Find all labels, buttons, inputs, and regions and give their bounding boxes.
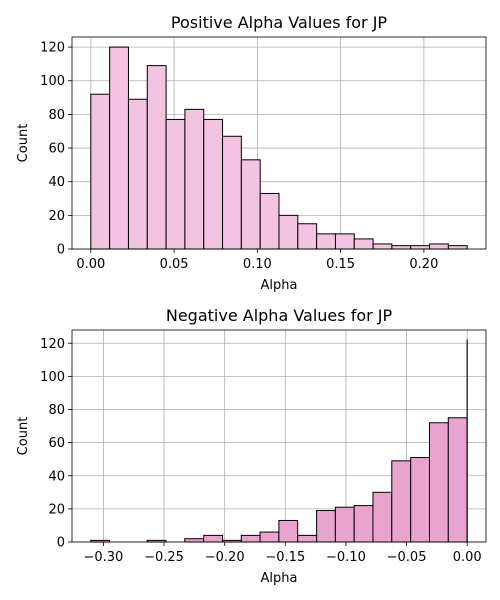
negative-histogram-bar <box>372 491 393 543</box>
positive-histogram-bar <box>259 192 280 250</box>
negative-histogram-bar <box>447 417 468 543</box>
positive-x-tick-label: 0.05 <box>160 257 189 272</box>
positive-histogram-bar <box>410 245 431 250</box>
negative-y-tick-label: 120 <box>40 337 65 352</box>
positive-histogram-bar <box>297 223 318 250</box>
negative-histogram-panel: −0.30 −0.25 −0.20 −0.15 −0.10 −0.05 0.00 0 20 40 6… <box>16 306 487 586</box>
negative-histogram-bar <box>203 534 223 543</box>
negative-x-tick-label: −0.05 <box>387 550 427 565</box>
negative-histogram-bar <box>259 531 280 543</box>
positive-y-axis-label: Count <box>16 124 31 163</box>
positive-x-tick-label: 0.15 <box>326 257 355 272</box>
negative-histogram-bar <box>410 457 430 543</box>
positive-histogram-bar <box>316 233 336 250</box>
positive-y-tick-label: 40 <box>48 175 65 190</box>
positive-histogram-bar <box>90 93 111 250</box>
positive-histogram-bar <box>127 98 148 250</box>
negative-y-tick-label: 60 <box>48 436 65 451</box>
negative-x-tick-label: −0.25 <box>144 550 184 565</box>
positive-y-tick-label: 100 <box>40 74 65 89</box>
positive-x-axis-label: Alpha <box>261 278 298 293</box>
positive-histogram-bar <box>240 159 261 250</box>
positive-histogram-bar <box>222 135 242 250</box>
negative-x-tick-label: −0.10 <box>326 550 366 565</box>
positive-x-tick-label: 0.00 <box>76 257 105 272</box>
negative-histogram-bar <box>297 534 318 543</box>
negative-histogram-bar <box>428 422 449 543</box>
negative-histogram-bar <box>391 460 412 543</box>
positive-y-tick-label: 120 <box>40 41 65 56</box>
negative-histogram-bar <box>334 506 355 543</box>
negative-x-tick-label: −0.15 <box>265 550 305 565</box>
negative-x-tick-label: −0.20 <box>205 550 245 565</box>
positive-histogram-bar <box>429 243 449 250</box>
negative-plot-frame <box>71 329 487 543</box>
positive-y-tick-label: 80 <box>48 108 65 123</box>
negative-y-axis-label: Count <box>16 417 31 456</box>
positive-x-tick-label: 0.20 <box>409 257 438 272</box>
positive-histogram-bar <box>165 118 186 250</box>
negative-y-tick-label: 0 <box>57 536 65 551</box>
positive-plot-frame <box>71 36 487 250</box>
negative-y-tick-label: 40 <box>48 469 65 484</box>
negative-y-tick-label: 100 <box>40 370 65 385</box>
positive-histogram-bar <box>353 238 374 250</box>
negative-histogram-bar <box>240 534 261 543</box>
negative-x-tick-label: 0.00 <box>453 550 482 565</box>
negative-x-tick-label: −0.30 <box>83 550 123 565</box>
positive-chart-title: Positive Alpha Values for JP <box>171 13 388 32</box>
positive-y-tick-label: 20 <box>48 209 65 224</box>
positive-histogram-bar <box>278 214 299 250</box>
negative-x-axis-label: Alpha <box>261 571 298 586</box>
negative-histogram-bar <box>278 519 299 543</box>
positive-y-tick-label: 0 <box>57 243 65 258</box>
positive-histogram-bar <box>391 245 412 250</box>
negative-chart-title: Negative Alpha Values for JP <box>166 306 393 325</box>
positive-histogram-bar <box>334 233 355 250</box>
positive-histogram-bar <box>447 245 468 250</box>
positive-y-tick-label: 60 <box>48 142 65 157</box>
positive-histogram-bar <box>372 243 393 250</box>
negative-histogram-bar <box>353 505 374 543</box>
positive-histogram-bar <box>146 65 167 250</box>
positive-histogram-bar <box>109 46 129 250</box>
negative-y-tick-label: 80 <box>48 403 65 418</box>
negative-y-tick-label: 20 <box>48 502 65 517</box>
positive-histogram-panel: 0.00 0.05 0.10 0.15 0.20 0 20 40 60 80 100 120 Posit… <box>16 13 487 293</box>
positive-histogram-bar <box>203 118 224 250</box>
negative-histogram-bar <box>316 510 336 543</box>
positive-histogram-bar <box>184 108 205 250</box>
positive-x-tick-label: 0.10 <box>243 257 272 272</box>
negative-histogram-bar <box>184 538 205 543</box>
